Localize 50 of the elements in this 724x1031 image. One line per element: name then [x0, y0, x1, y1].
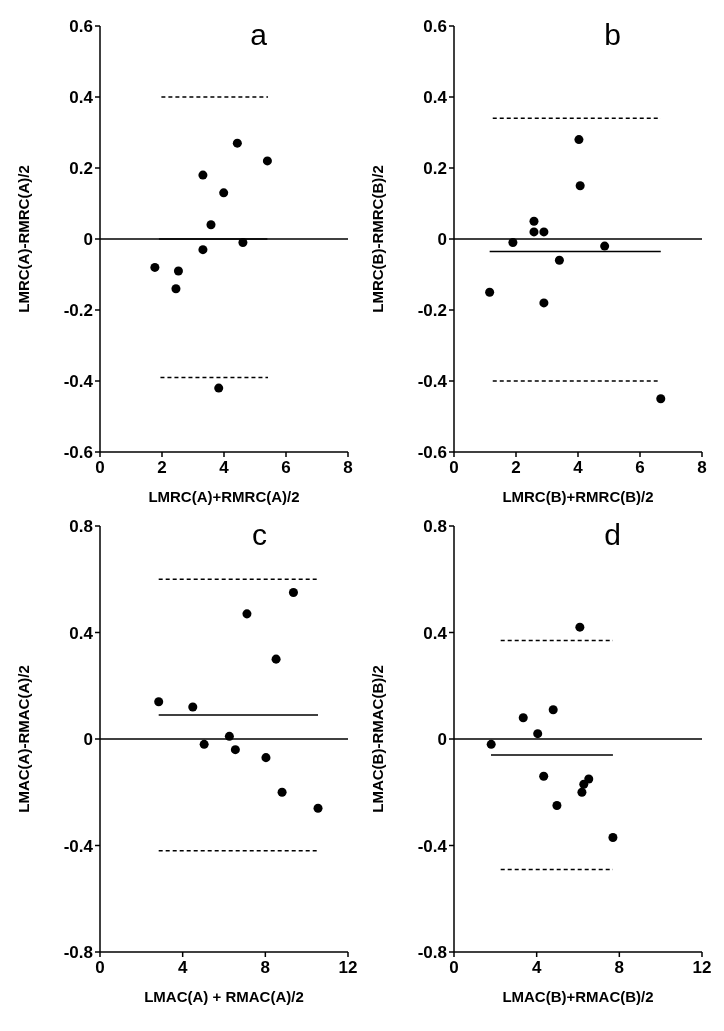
x-tick-label: 12	[338, 958, 358, 978]
y-tick-label: -0.4	[417, 372, 448, 392]
y-tick-label: 0.4	[423, 88, 448, 108]
y-tick-label: -0.2	[417, 301, 447, 321]
x-tick-label: 8	[260, 958, 271, 978]
y-tick-label: 0.4	[69, 623, 94, 643]
y-tick-label: 0.2	[69, 159, 93, 179]
y-tick-label: -0.8	[417, 943, 447, 963]
x-tick-label: 2	[157, 458, 167, 478]
y-tick-label: 0.8	[423, 517, 447, 537]
y-tick-label: 0	[83, 230, 93, 250]
y-tick-label: 0.6	[69, 17, 93, 37]
y-tick-label: 0.8	[69, 517, 93, 537]
y-axis-title: LMRC(A)-RMRC(A)/2	[15, 165, 33, 313]
chart-title: c	[252, 518, 267, 552]
x-tick-label: 8	[697, 458, 707, 478]
chart-title: a	[250, 18, 267, 52]
x-tick-label: 2	[511, 458, 521, 478]
y-tick-label: 0	[437, 230, 447, 250]
x-tick-label: 6	[635, 458, 645, 478]
x-axis-title: LMAC(B)+RMAC(B)/2	[502, 988, 654, 1005]
y-tick-label: -0.2	[63, 301, 93, 321]
y-tick-label: 0	[437, 730, 447, 750]
y-tick-label: -0.6	[417, 443, 447, 463]
y-tick-label: -0.4	[63, 372, 94, 392]
x-tick-label: 4	[177, 958, 188, 978]
y-tick-label: -0.4	[63, 836, 94, 856]
y-tick-label: 0.6	[423, 17, 447, 37]
y-tick-label: -0.6	[63, 443, 93, 463]
chart-title: d	[604, 518, 621, 552]
x-tick-label: 4	[219, 458, 230, 478]
y-axis-title: LMAC(B)-RMAC(B)/2	[369, 665, 387, 813]
x-tick-label: 12	[692, 958, 712, 978]
x-axis-title: LMRC(B)+RMRC(B)/2	[502, 488, 654, 505]
x-tick-label: 6	[281, 458, 291, 478]
chart-title: b	[604, 18, 621, 52]
y-tick-label: 0.2	[423, 159, 447, 179]
y-tick-label: -0.4	[417, 836, 448, 856]
x-axis-title: LMRC(A)+RMRC(A)/2	[148, 488, 300, 505]
x-tick-label: 4	[531, 958, 542, 978]
x-tick-label: 8	[343, 458, 353, 478]
x-tick-label: 8	[614, 958, 625, 978]
y-tick-label: 0.4	[423, 623, 448, 643]
y-tick-label: 0.4	[69, 88, 94, 108]
x-tick-label: 4	[573, 458, 584, 478]
x-axis-title: LMAC(A) + RMAC(A)/2	[144, 988, 304, 1005]
y-tick-label: 0	[83, 730, 93, 750]
y-tick-label: -0.8	[63, 943, 93, 963]
y-axis-title: LMRC(B)-RMRC(B)/2	[369, 165, 387, 313]
y-axis-title: LMAC(A)-RMAC(A)/2	[15, 665, 33, 813]
